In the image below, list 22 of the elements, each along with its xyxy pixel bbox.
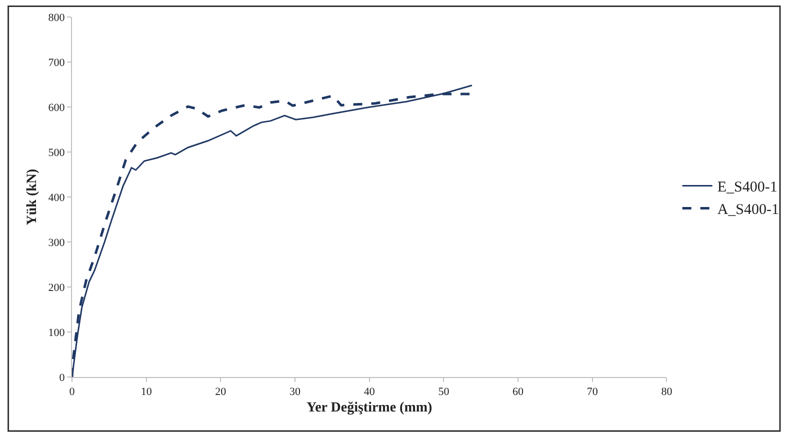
- x-axis-title: Yer Değiştirme (mm): [306, 400, 433, 416]
- legend-label: A_S400-1: [717, 202, 780, 218]
- y-axis-title: Yük (kN): [24, 168, 40, 226]
- y-tick-label: 300: [48, 236, 66, 249]
- y-tick-label: 500: [48, 146, 66, 159]
- y-tick-label: 100: [48, 326, 66, 339]
- x-tick-label: 30: [290, 386, 302, 398]
- x-tick-label: 10: [140, 386, 152, 398]
- x-tick-label: 20: [215, 386, 227, 398]
- x-tick-label: 70: [586, 386, 598, 398]
- x-tick-label: 60: [512, 386, 524, 398]
- x-tick-label: 40: [364, 386, 376, 398]
- y-tick-label: 0: [59, 372, 66, 384]
- y-tick-label: 600: [48, 102, 66, 114]
- legend-label: E_S400-1: [717, 180, 778, 196]
- y-tick-label: 700: [48, 56, 66, 69]
- y-tick-label: 800: [48, 12, 66, 24]
- x-tick-label: 0: [69, 386, 76, 398]
- y-tick-label: 200: [48, 282, 66, 294]
- y-tick-label: 400: [48, 192, 66, 204]
- x-tick-label: 80: [661, 386, 673, 398]
- x-tick-label: 50: [438, 386, 450, 398]
